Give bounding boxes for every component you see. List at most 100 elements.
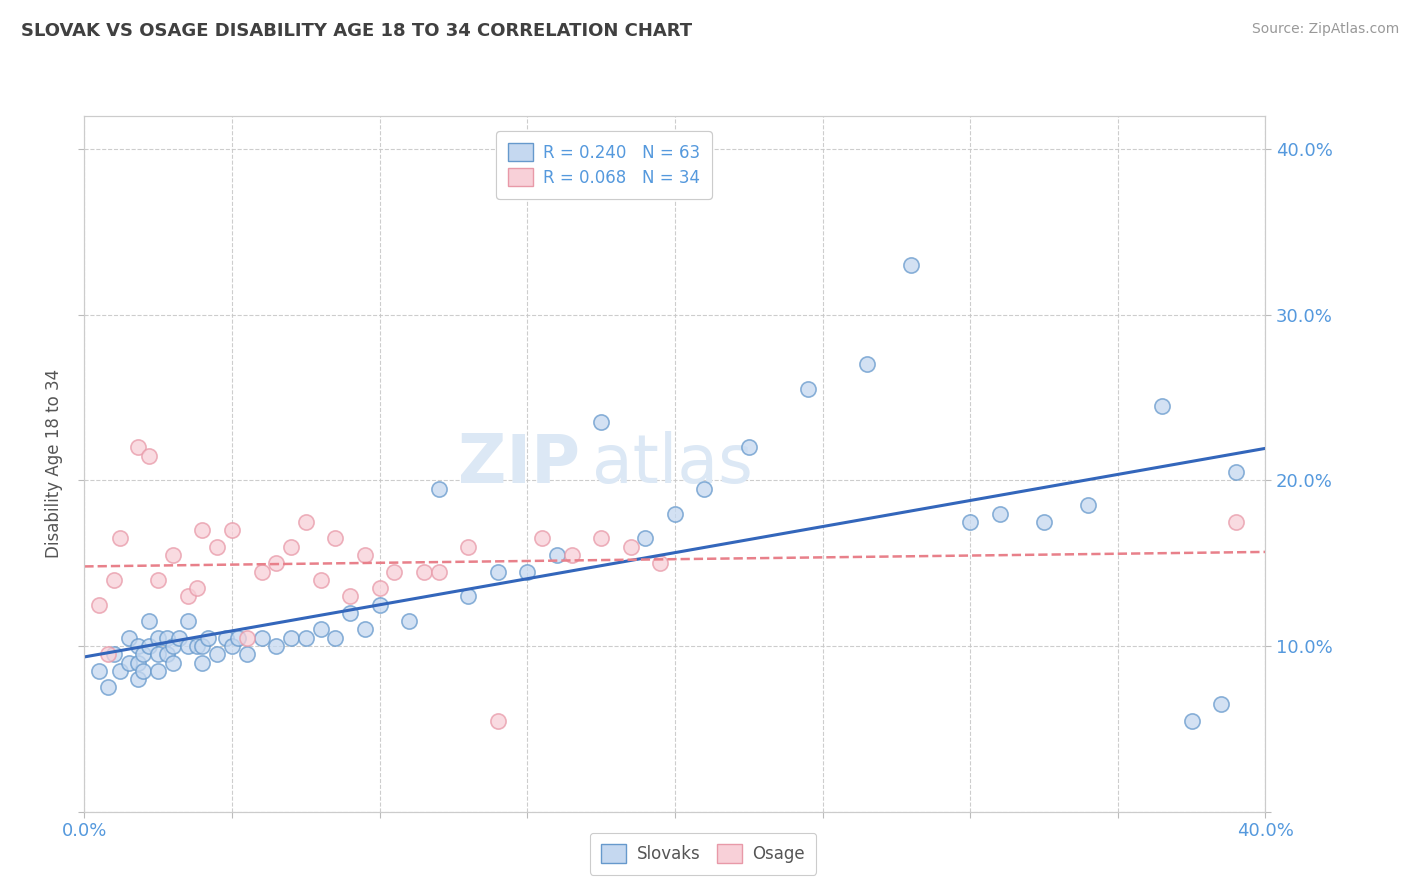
Point (368, 598, 391, 612)
Point (427, 482, 450, 496)
Point (89, 598, 111, 612)
Legend: Slovaks, Osage: Slovaks, Osage (589, 833, 817, 875)
Point (1225, 465, 1247, 479)
Point (486, 565, 509, 579)
Point (530, 532, 553, 546)
Point (138, 449, 160, 463)
Point (221, 523, 243, 537)
Text: Source: ZipAtlas.com: Source: ZipAtlas.com (1251, 22, 1399, 37)
Point (127, 656, 149, 670)
Point (162, 639, 184, 653)
Point (205, 540, 228, 554)
Point (191, 523, 214, 537)
Point (177, 590, 200, 604)
Point (516, 565, 538, 579)
Point (900, 258, 922, 272)
Point (664, 507, 686, 521)
Point (118, 631, 141, 645)
Point (250, 631, 273, 645)
Point (1209, 697, 1232, 711)
Point (97, 648, 120, 662)
Point (339, 590, 361, 604)
Point (591, 532, 613, 546)
Point (309, 623, 332, 637)
Point (186, 639, 208, 653)
Point (205, 648, 228, 662)
Point (1032, 515, 1054, 529)
Point (738, 440, 761, 454)
Point (619, 540, 641, 554)
Point (382, 565, 406, 579)
Point (108, 664, 131, 678)
Point (323, 631, 347, 645)
Point (309, 573, 332, 587)
Point (191, 639, 214, 653)
Point (148, 664, 170, 678)
Point (108, 532, 131, 546)
Point (295, 515, 318, 529)
Point (280, 540, 302, 554)
Point (295, 631, 318, 645)
Point (132, 664, 155, 678)
Text: SLOVAK VS OSAGE DISABILITY AGE 18 TO 34 CORRELATION CHART: SLOVAK VS OSAGE DISABILITY AGE 18 TO 34 … (21, 22, 692, 40)
Point (323, 532, 347, 546)
Point (156, 631, 179, 645)
Point (457, 590, 479, 604)
Point (427, 565, 450, 579)
Point (486, 714, 509, 728)
Point (634, 532, 657, 546)
Y-axis label: Disability Age 18 to 34: Disability Age 18 to 34 (45, 369, 63, 558)
Point (988, 507, 1011, 521)
Point (368, 581, 391, 595)
Point (354, 623, 377, 637)
Point (560, 548, 583, 562)
Point (177, 614, 200, 628)
Point (103, 648, 125, 662)
Point (354, 548, 377, 562)
Legend: R = 0.240   N = 63, R = 0.068   N = 34: R = 0.240 N = 63, R = 0.068 N = 34 (496, 131, 711, 199)
Point (162, 548, 184, 562)
Point (148, 631, 170, 645)
Point (264, 556, 288, 570)
Point (197, 631, 219, 645)
Point (591, 416, 613, 430)
Point (264, 639, 288, 653)
Point (132, 648, 155, 662)
Point (457, 540, 479, 554)
Point (280, 631, 302, 645)
Text: ZIP: ZIP (458, 431, 581, 497)
Point (796, 382, 818, 396)
Point (156, 648, 179, 662)
Point (250, 565, 273, 579)
Point (191, 656, 214, 670)
Point (127, 440, 149, 454)
Point (148, 573, 170, 587)
Point (221, 639, 243, 653)
Point (339, 606, 361, 620)
Point (167, 631, 190, 645)
Point (1225, 515, 1247, 529)
Point (546, 548, 568, 562)
Point (648, 556, 672, 570)
Point (97, 681, 120, 695)
Point (236, 648, 259, 662)
Point (855, 358, 877, 372)
Point (1150, 399, 1173, 413)
Point (959, 515, 981, 529)
Point (398, 614, 420, 628)
Point (1077, 498, 1099, 512)
Point (138, 614, 160, 628)
Point (177, 639, 200, 653)
Point (226, 631, 249, 645)
Point (138, 639, 160, 653)
Point (127, 672, 149, 686)
Point (186, 581, 208, 595)
Point (127, 639, 149, 653)
Point (103, 573, 125, 587)
Point (162, 656, 184, 670)
Point (215, 631, 238, 645)
Point (148, 648, 170, 662)
Point (89, 664, 111, 678)
Point (1181, 714, 1204, 728)
Point (118, 656, 141, 670)
